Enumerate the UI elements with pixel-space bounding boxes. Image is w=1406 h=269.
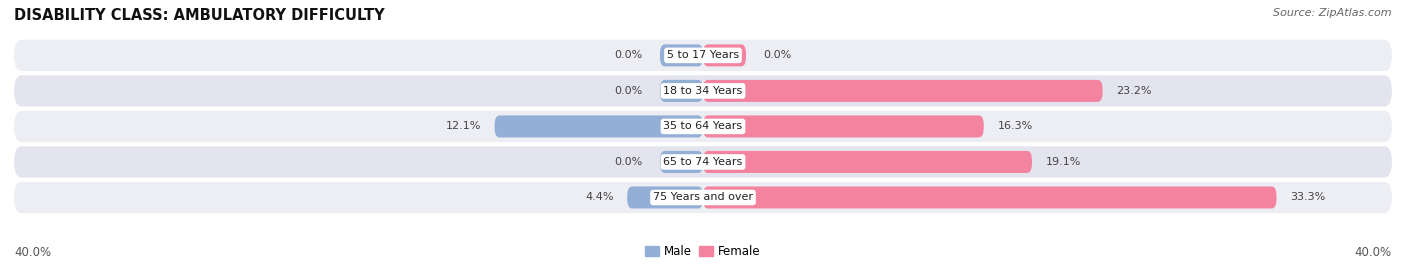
Text: 12.1%: 12.1% [446,121,481,132]
FancyBboxPatch shape [703,115,984,137]
Text: Source: ZipAtlas.com: Source: ZipAtlas.com [1274,8,1392,18]
Text: 40.0%: 40.0% [1355,246,1392,259]
FancyBboxPatch shape [627,186,703,208]
FancyBboxPatch shape [495,115,703,137]
Text: 33.3%: 33.3% [1291,193,1326,203]
Text: 23.2%: 23.2% [1116,86,1152,96]
Text: 16.3%: 16.3% [997,121,1033,132]
FancyBboxPatch shape [14,40,1392,71]
Text: 0.0%: 0.0% [614,50,643,60]
Text: 19.1%: 19.1% [1046,157,1081,167]
FancyBboxPatch shape [703,80,1102,102]
Text: 4.4%: 4.4% [585,193,613,203]
FancyBboxPatch shape [14,182,1392,213]
Text: DISABILITY CLASS: AMBULATORY DIFFICULTY: DISABILITY CLASS: AMBULATORY DIFFICULTY [14,8,385,23]
Text: 75 Years and over: 75 Years and over [652,193,754,203]
Text: 65 to 74 Years: 65 to 74 Years [664,157,742,167]
FancyBboxPatch shape [14,75,1392,107]
FancyBboxPatch shape [659,151,703,173]
Legend: Male, Female: Male, Female [641,241,765,263]
FancyBboxPatch shape [659,44,703,66]
Text: 5 to 17 Years: 5 to 17 Years [666,50,740,60]
Text: 18 to 34 Years: 18 to 34 Years [664,86,742,96]
FancyBboxPatch shape [14,146,1392,178]
Text: 35 to 64 Years: 35 to 64 Years [664,121,742,132]
Text: 0.0%: 0.0% [614,157,643,167]
Text: 0.0%: 0.0% [763,50,792,60]
Text: 0.0%: 0.0% [614,86,643,96]
FancyBboxPatch shape [14,111,1392,142]
FancyBboxPatch shape [703,186,1277,208]
FancyBboxPatch shape [659,80,703,102]
FancyBboxPatch shape [703,44,747,66]
FancyBboxPatch shape [703,151,1032,173]
Text: 40.0%: 40.0% [14,246,51,259]
